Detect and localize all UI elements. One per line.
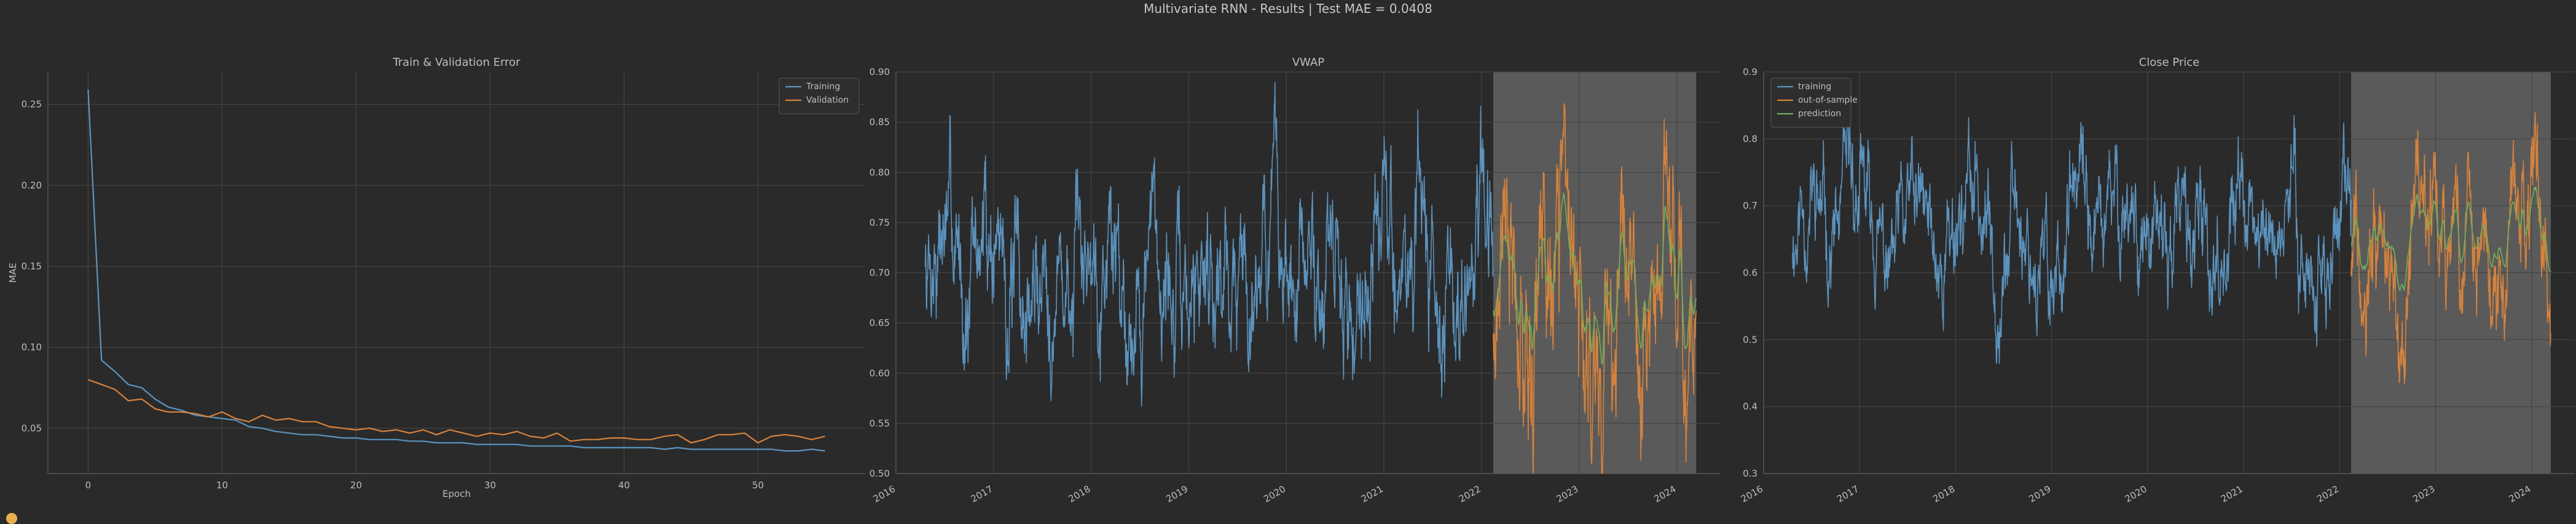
x-tick-label: 2016 [1739, 483, 1765, 505]
x-tick-label: 40 [618, 480, 630, 491]
y-tick-label: 0.10 [22, 342, 42, 353]
legend-box [1770, 77, 1852, 128]
y-tick-label: 0.3 [1743, 468, 1757, 479]
x-tick-label: 20 [350, 480, 362, 491]
x-tick-label: 2018 [1067, 483, 1093, 505]
y-tick-label: 0.80 [870, 167, 890, 178]
logo-icon [6, 513, 17, 524]
legend-label: training [1798, 82, 1831, 92]
legend-label: Training [806, 82, 840, 92]
chart-title: Close Price [2139, 56, 2200, 69]
x-tick-label: 2020 [1262, 483, 1287, 505]
x-tick-label: 2024 [2507, 483, 2533, 505]
legend-label: Validation [806, 95, 849, 105]
x-tick-label: 2019 [1164, 483, 1190, 505]
y-tick-label: 0.85 [870, 117, 890, 128]
y-tick-label: 0.75 [870, 217, 890, 228]
train-validation-error-chart: 0 10 20 30 40 50 0.05 0.10 0.15 0.20 0.25 Train & V… [7, 56, 865, 499]
x-tick-label: 2024 [1652, 483, 1678, 505]
chart-title: Train & Validation Error [392, 56, 520, 69]
series-line-training [1792, 111, 2352, 364]
y-tick-label: 0.50 [870, 468, 890, 479]
series-line-validation [88, 379, 825, 444]
x-tick-label: 2021 [2219, 483, 2245, 505]
y-tick-label: 0.5 [1743, 334, 1757, 345]
x-tick-label: 2022 [2315, 483, 2341, 505]
legend: Training Validation [779, 77, 860, 114]
figure-title: Multivariate RNN - Results | Test MAE = … [1144, 1, 1432, 16]
y-tick-label: 0.20 [22, 180, 42, 191]
close-price-chart: 2016 2017 2018 2019 2020 2021 2022 2023 2024 0.3 0… [1739, 56, 2575, 505]
y-tick-label: 0.7 [1743, 200, 1757, 212]
series-line-out-of-sample [1493, 103, 1697, 474]
y-tick-label: 0.60 [870, 368, 890, 379]
x-tick-label: 30 [484, 480, 496, 491]
y-tick-label: 0.25 [22, 99, 42, 110]
x-tick-label: 2017 [1835, 483, 1861, 505]
y-tick-label: 0.8 [1743, 133, 1757, 145]
x-tick-label: 0 [85, 480, 92, 491]
y-tick-label: 0.4 [1743, 401, 1757, 412]
series-line-training [87, 89, 825, 452]
series-line-training [924, 82, 1494, 407]
y-tick-label: 0.65 [870, 317, 890, 328]
series-line-out-of-sample [2350, 111, 2551, 385]
vwap-chart: 2016 2017 2018 2019 2020 2021 2022 2023 2024 0.50… [870, 56, 1721, 505]
y-tick-label: 0.05 [22, 423, 42, 434]
x-tick-label: 2023 [2411, 483, 2437, 505]
x-tick-label: 2016 [871, 483, 897, 505]
legend-label: prediction [1798, 109, 1841, 119]
y-tick-label: 0.9 [1743, 66, 1757, 77]
x-tick-label: 2019 [2027, 483, 2053, 505]
y-axis-label: MAE [7, 263, 18, 283]
chart-title: VWAP [1292, 56, 1324, 69]
series-line-prediction [1493, 193, 1697, 365]
x-tick-label: 2022 [1457, 483, 1483, 505]
x-tick-label: 2020 [2123, 483, 2149, 505]
legend: training out-of-sample prediction [1770, 77, 1858, 128]
y-tick-label: 0.70 [870, 268, 890, 279]
x-axis-label: Epoch [442, 488, 471, 499]
y-tick-label: 0.15 [22, 261, 42, 272]
series-line-prediction [2350, 186, 2551, 292]
y-tick-label: 0.6 [1743, 268, 1757, 279]
y-tick-label: 0.90 [870, 66, 890, 77]
x-tick-label: 2018 [1931, 483, 1957, 505]
x-tick-label: 2023 [1555, 483, 1581, 505]
x-tick-label: 2017 [969, 483, 995, 505]
x-tick-label: 50 [752, 480, 764, 491]
x-tick-label: 2021 [1359, 483, 1385, 505]
legend-label: out-of-sample [1798, 95, 1858, 105]
x-tick-label: 10 [216, 480, 228, 491]
y-tick-label: 0.55 [870, 418, 890, 429]
